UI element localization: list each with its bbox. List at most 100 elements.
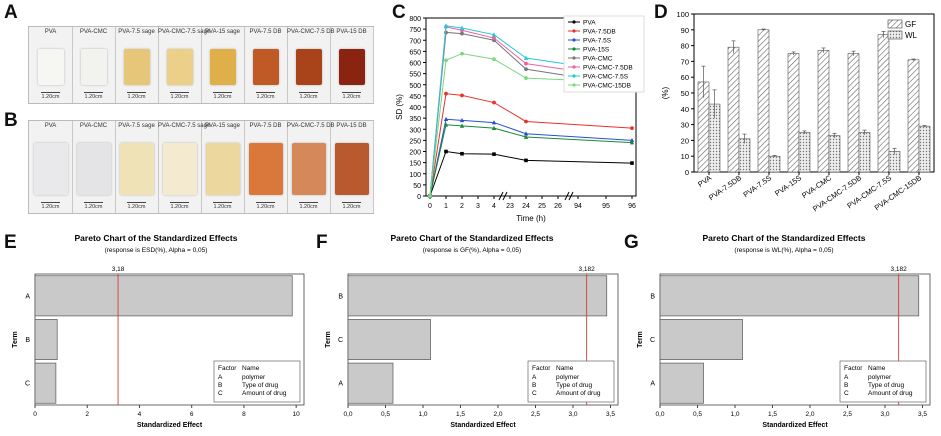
factor-code: A: [532, 374, 537, 381]
x-tick-label: 26: [554, 203, 562, 210]
legend-marker: [572, 65, 576, 69]
photo-a-sample-label: PVA: [44, 29, 57, 35]
factor-header: Factor: [532, 365, 551, 372]
data-point: [523, 134, 529, 139]
reference-label: 3,182: [891, 266, 908, 273]
y-tick-label: 90: [681, 26, 689, 35]
data-point: [428, 194, 432, 198]
photo-a-film-swatch: [338, 49, 365, 85]
photo-b-scale-bar: 1.20cm: [127, 202, 146, 210]
x-tick-label: 3,5: [606, 411, 615, 418]
y-tick-label: 600: [409, 61, 421, 68]
y-tick-label: 250: [409, 138, 421, 145]
data-point: [630, 126, 634, 131]
factor-legend-box: [213, 360, 301, 403]
name-header: Name: [868, 365, 886, 372]
y-tick-label: 650: [409, 49, 421, 56]
legend-marker: [572, 47, 576, 51]
data-point: [459, 117, 465, 123]
series-line: [429, 150, 633, 197]
photo-b-film-swatch: [205, 143, 240, 195]
x-tick-label: 3,0: [568, 411, 577, 418]
photo-a-scale-bar: 1.20cm: [299, 92, 318, 100]
photo-b-sample: PVA-CMC 1.20cm: [72, 121, 116, 213]
effect-bar: [659, 319, 743, 360]
photo-a-scale-bar: 1.20cm: [41, 92, 60, 100]
legend-marker: [572, 56, 576, 60]
data-point: [492, 152, 496, 156]
y-tick-label: 50: [413, 183, 421, 190]
photo-b-sample-label: PVA-CMC-7.5 DB: [287, 123, 335, 129]
reference-label: 3,18: [112, 266, 125, 273]
bar: [757, 29, 770, 173]
y-tick-label: 450: [409, 94, 421, 101]
factor-name: Amount of drug: [868, 390, 913, 397]
y-axis-title: Term: [325, 331, 332, 348]
effect-bar: [34, 275, 293, 317]
y-tick-label: 150: [409, 161, 421, 168]
photo-a-sample: PVA-CMC 1.20cm: [72, 27, 116, 103]
photo-a-scale-bar: 1.20cm: [127, 92, 146, 100]
photo-a-scale-bar: 1.20cm: [256, 92, 275, 100]
chart-d-gel-fraction: 0102030405060708090100(%)PVAPVA-7.5DBPVA…: [661, 10, 935, 214]
chart-g-pareto: Pareto Chart of the Standardized Effects…: [637, 233, 931, 429]
effect-bar: [347, 319, 431, 360]
y-tick-label: 100: [409, 172, 421, 179]
data-point: [492, 36, 496, 40]
x-tick-label: 2: [460, 203, 464, 210]
x-tick-label: 3,5: [918, 411, 927, 418]
y-tick-label: 50: [681, 89, 689, 98]
factor-name: Amount of drug: [242, 390, 287, 397]
photo-a-sample: PVA-15 DB 1.20cm: [330, 27, 374, 103]
photo-a-scale-bar: 1.20cm: [342, 92, 361, 100]
legend-label: PVA: [583, 20, 596, 27]
legend-label: PVA-15S: [583, 47, 610, 54]
x-tick-label: 2,5: [843, 411, 852, 418]
photo-b-sample-label: PVA: [44, 123, 57, 129]
legend-marker: [572, 83, 576, 87]
effect-bar: [659, 362, 704, 404]
x-tick-label: 1: [444, 203, 448, 210]
y-tick-label: 800: [409, 16, 421, 23]
term-label: A: [338, 381, 343, 388]
axis-break-mark: [564, 191, 570, 201]
data-point: [629, 140, 635, 145]
photo-a-sample: PVA-7.5 DB 1.20cm: [244, 27, 288, 103]
x-tick-label: 1,5: [768, 411, 777, 418]
photo-b-film-swatch: [76, 143, 111, 195]
photo-a-film-swatch: [37, 49, 64, 85]
photo-b-scale-bar: 1.20cm: [84, 202, 103, 210]
series-line: [429, 93, 633, 197]
data-point: [491, 120, 497, 125]
x-tick-label: 3: [476, 203, 480, 210]
y-tick-label: 300: [409, 127, 421, 134]
photo-a-sample-label: PVA-15 sage: [205, 29, 240, 35]
y-tick-label: 40: [681, 105, 689, 114]
legend-label: PVA-CMC: [583, 56, 613, 63]
photo-b-film-swatch: [119, 143, 154, 195]
data-point: [523, 131, 529, 136]
chart-subtitle: (response is GF(%), Alpha = 0,05): [423, 247, 521, 254]
term-label: B: [25, 337, 30, 344]
data-point: [524, 76, 528, 80]
effect-bar: [34, 362, 57, 404]
panel-label-e: E: [4, 232, 17, 253]
photo-b-sample-label: PVA-CMC-7.5 sage: [158, 123, 211, 129]
factor-code: C: [218, 390, 223, 397]
y-tick-label: 700: [409, 38, 421, 45]
factor-name: Type of drug: [868, 382, 905, 389]
series-line: [429, 53, 633, 197]
y-tick-label: 500: [409, 83, 421, 90]
panel-label-g: G: [624, 232, 639, 253]
photo-a-sample: PVA-CMC-7.5 DB 1.20cm: [287, 27, 335, 103]
photo-a-scale-bar: 1.20cm: [170, 92, 189, 100]
legend-label: GF: [905, 20, 916, 29]
term-label: B: [338, 293, 343, 300]
bar: [877, 34, 890, 173]
photo-a-sample-label: PVA-CMC-7.5 sage: [158, 29, 211, 35]
data-point: [630, 161, 634, 165]
name-header: Name: [556, 365, 574, 372]
bar: [847, 53, 860, 173]
legend-label: PVA-7.5S: [583, 38, 612, 45]
axis-break-mark: [568, 191, 574, 201]
